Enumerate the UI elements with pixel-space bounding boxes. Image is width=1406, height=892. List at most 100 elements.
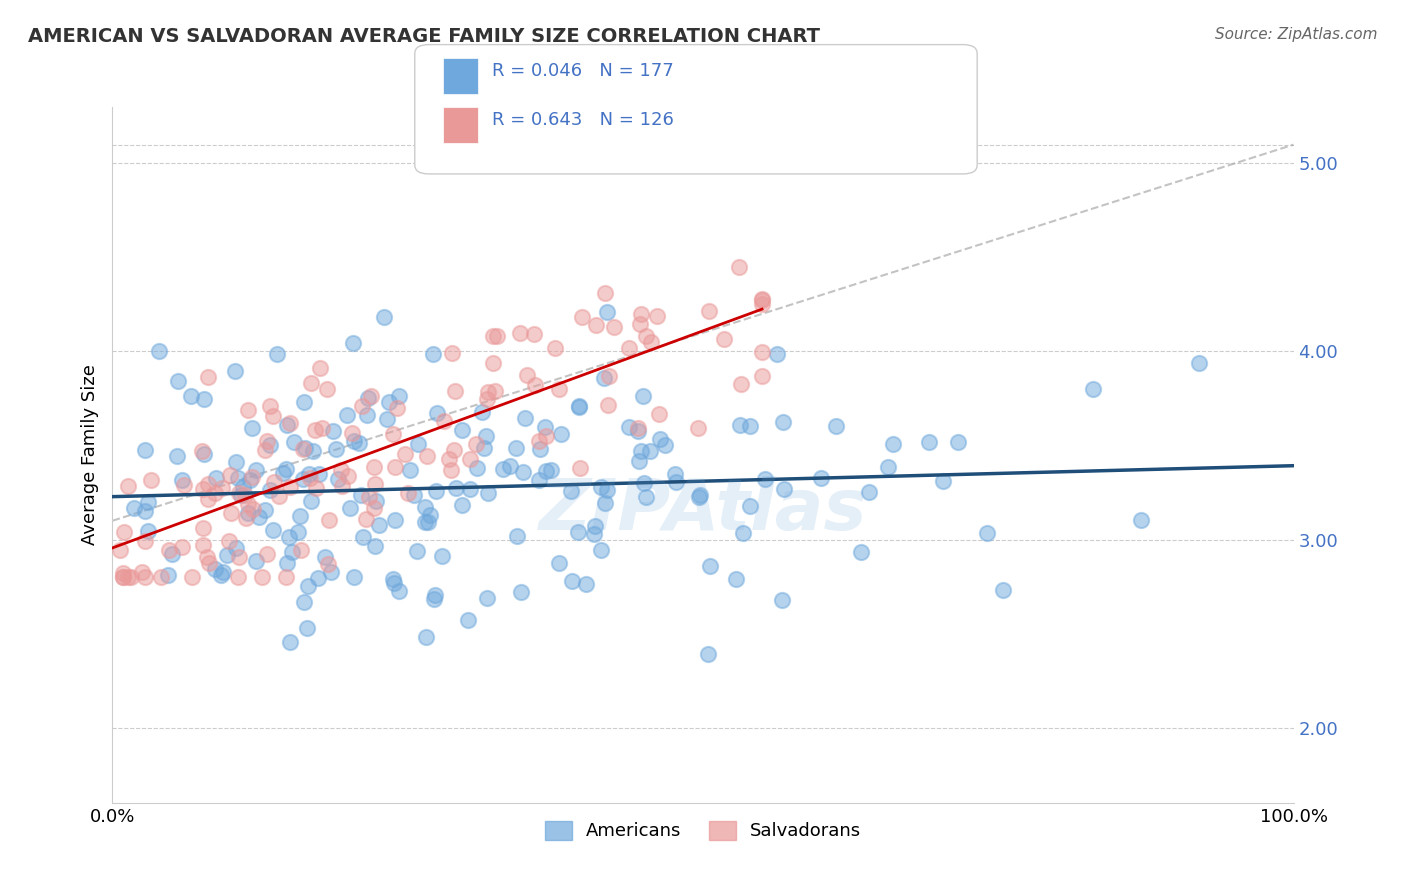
Point — [193, 447, 215, 461]
Point — [336, 469, 359, 483]
Point — [360, 389, 382, 403]
Point — [349, 436, 371, 450]
Point — [738, 499, 761, 513]
Point — [571, 310, 593, 324]
Point — [484, 384, 506, 399]
Point — [765, 347, 787, 361]
Point — [585, 318, 607, 332]
Point — [342, 426, 364, 441]
Point — [269, 489, 291, 503]
Point — [226, 471, 249, 485]
Point — [633, 476, 655, 491]
Point — [259, 399, 281, 413]
Point — [236, 403, 259, 417]
Point — [523, 327, 546, 342]
Point — [731, 525, 754, 540]
Point — [233, 488, 256, 502]
Point — [505, 441, 527, 455]
Point — [305, 481, 328, 495]
Point — [402, 488, 425, 502]
Point — [437, 452, 460, 467]
Point — [773, 482, 796, 496]
Point — [298, 467, 321, 481]
Point — [302, 443, 325, 458]
Point — [228, 485, 250, 500]
Point — [170, 540, 193, 554]
Point — [443, 384, 465, 398]
Point — [627, 421, 650, 435]
Point — [419, 508, 441, 522]
Point — [283, 434, 305, 449]
Point — [482, 329, 505, 343]
Point — [1130, 513, 1153, 527]
Point — [339, 501, 361, 516]
Point — [193, 538, 215, 552]
Point — [290, 542, 312, 557]
Point — [131, 565, 153, 579]
Point — [191, 444, 214, 458]
Point — [373, 310, 395, 325]
Point — [235, 511, 257, 525]
Point — [112, 566, 135, 580]
Text: R = 0.046   N = 177: R = 0.046 N = 177 — [492, 62, 673, 80]
Point — [228, 570, 250, 584]
Point — [356, 408, 378, 422]
Point — [219, 467, 242, 482]
Text: R = 0.643   N = 126: R = 0.643 N = 126 — [492, 112, 673, 129]
Point — [245, 463, 267, 477]
Point — [458, 482, 481, 496]
Point — [368, 518, 391, 533]
Point — [342, 336, 364, 351]
Point — [330, 479, 353, 493]
Point — [399, 463, 422, 477]
Point — [197, 477, 219, 491]
Point — [157, 542, 180, 557]
Point — [561, 574, 583, 589]
Point — [441, 346, 464, 360]
Point — [150, 570, 173, 584]
Point — [209, 568, 232, 582]
Point — [636, 491, 658, 505]
Legend: Americans, Salvadorans: Americans, Salvadorans — [536, 812, 870, 849]
Point — [240, 470, 263, 484]
Point — [252, 570, 274, 584]
Point — [451, 498, 474, 512]
Point — [396, 485, 419, 500]
Point — [475, 428, 498, 442]
Point — [364, 476, 387, 491]
Point — [492, 462, 515, 476]
Point — [276, 417, 298, 432]
Point — [259, 483, 281, 497]
Point — [560, 484, 582, 499]
Point — [534, 465, 557, 479]
Point — [326, 472, 349, 486]
Point — [825, 418, 848, 433]
Point — [451, 423, 474, 437]
Point — [117, 570, 139, 584]
Point — [648, 432, 671, 446]
Point — [278, 480, 301, 494]
Point — [254, 443, 277, 458]
Point — [509, 326, 531, 341]
Point — [751, 293, 773, 308]
Point — [540, 463, 562, 477]
Point — [112, 570, 135, 584]
Point — [772, 415, 794, 429]
Point — [278, 416, 301, 430]
Point — [292, 595, 315, 609]
Point — [499, 459, 522, 474]
Point — [308, 467, 330, 481]
Point — [485, 329, 508, 343]
Point — [166, 374, 188, 388]
Point — [728, 417, 751, 432]
Point — [225, 454, 247, 468]
Point — [932, 474, 955, 488]
Point — [509, 585, 531, 599]
Point — [359, 490, 381, 504]
Point — [1081, 382, 1104, 396]
Point — [294, 441, 316, 455]
Point — [242, 502, 264, 516]
Point — [591, 480, 613, 494]
Point — [120, 570, 142, 584]
Point — [751, 344, 773, 359]
